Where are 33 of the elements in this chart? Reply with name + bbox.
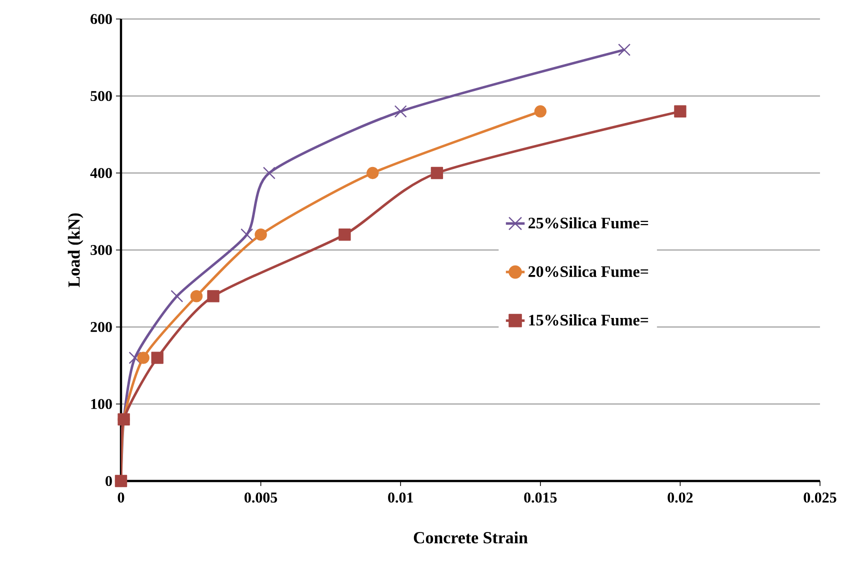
y-tick-label: 200 bbox=[90, 322, 112, 332]
legend-label: 15%Silica Fume= bbox=[529, 314, 648, 326]
point bbox=[338, 228, 351, 241]
y-axis-title: Load (kN) bbox=[68, 213, 84, 288]
legend-label: 20%Silica Fume= bbox=[528, 266, 648, 278]
point bbox=[430, 166, 444, 180]
point bbox=[366, 166, 379, 180]
x-tick-label: 0.01 bbox=[388, 492, 413, 503]
x-tick-label: 0.005 bbox=[244, 492, 278, 503]
x-tick-label: 0.025 bbox=[804, 492, 836, 503]
point bbox=[254, 228, 267, 241]
point bbox=[618, 44, 631, 56]
y-tick-label: 500 bbox=[90, 90, 112, 102]
point bbox=[262, 166, 276, 180]
point bbox=[207, 290, 220, 302]
y-tick-label: 600 bbox=[90, 14, 112, 24]
x-tick-label: 0 bbox=[118, 492, 124, 503]
legend-label: 25%Silica Fume= bbox=[528, 217, 648, 228]
point bbox=[190, 290, 203, 302]
y-tick-label: 400 bbox=[90, 168, 112, 178]
y-tick-label: 300 bbox=[90, 244, 112, 256]
point bbox=[674, 105, 686, 118]
point bbox=[137, 352, 150, 364]
point bbox=[534, 105, 546, 118]
point bbox=[240, 228, 254, 241]
y-tick-label: 0 bbox=[106, 476, 112, 486]
x-tick-label: 0.015 bbox=[524, 492, 557, 503]
y-tick-label: 100 bbox=[91, 398, 112, 410]
x-tick-label: 0.02 bbox=[668, 492, 693, 503]
point bbox=[128, 352, 142, 364]
point bbox=[394, 105, 407, 118]
point bbox=[151, 352, 164, 364]
x-axis-title: Concrete Strain bbox=[414, 532, 528, 544]
